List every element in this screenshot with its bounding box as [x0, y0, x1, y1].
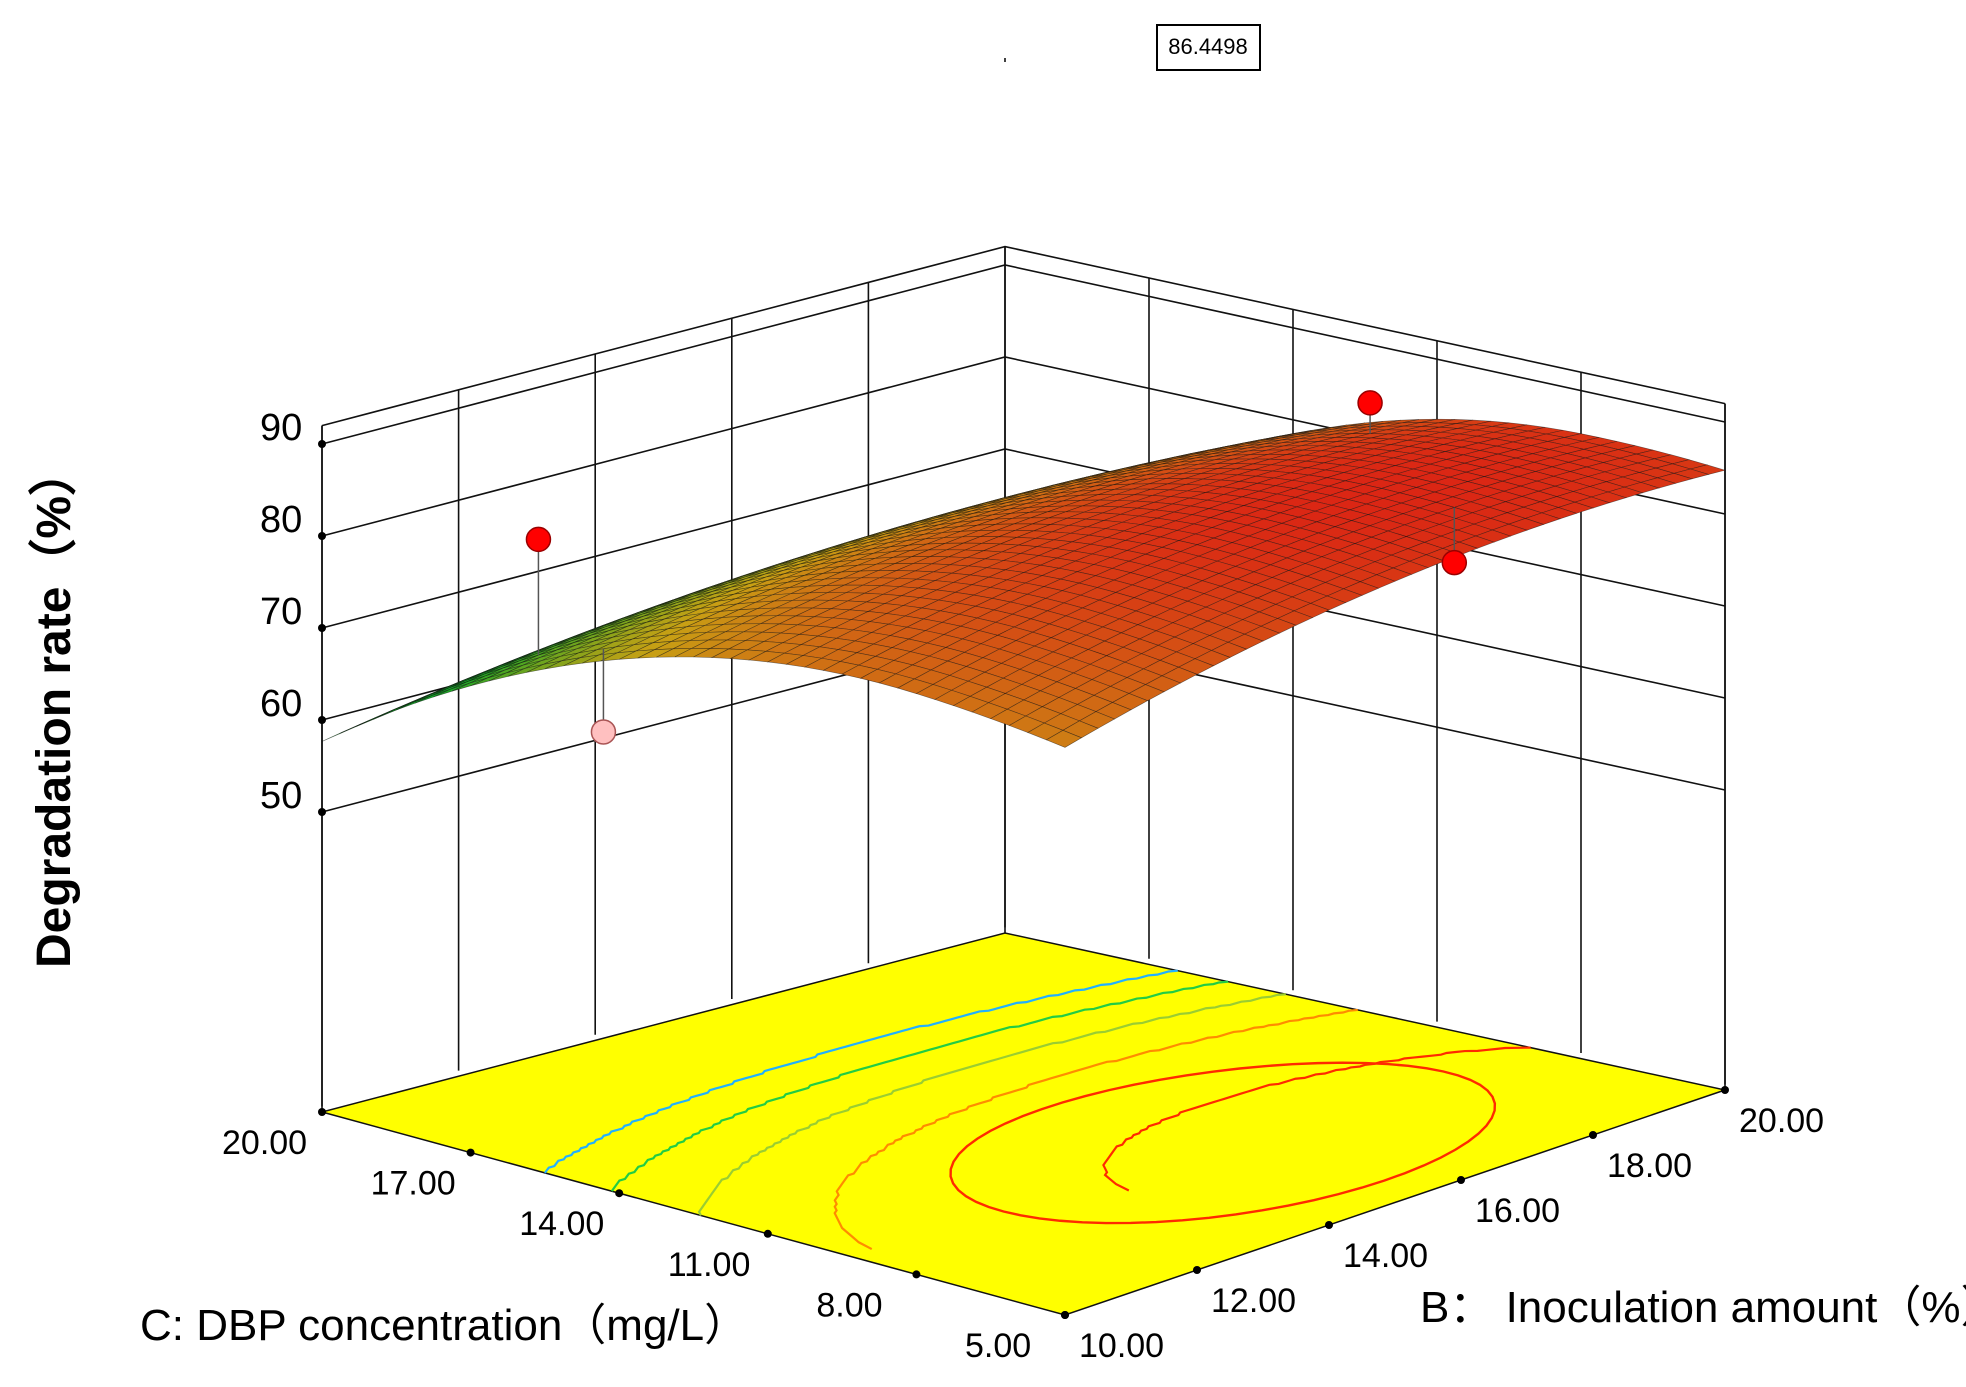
z-tick-dot: [318, 808, 326, 816]
b-tick-dot: [1061, 1311, 1069, 1319]
contour-floor: [319, 932, 1728, 1316]
design-point: [525, 526, 552, 553]
b-tick-dot: [1193, 1266, 1201, 1274]
b-tick-label: 16.00: [1475, 1192, 1560, 1230]
c-tick-label: 20.00: [222, 1124, 307, 1162]
c-tick-label: 5.00: [965, 1327, 1031, 1365]
c-tick-dot: [615, 1189, 624, 1198]
c-tick-label: 14.00: [519, 1205, 604, 1243]
response-surface: [321, 418, 1727, 748]
contour-line: [833, 1008, 1358, 1251]
wall-top-edge: [321, 245, 1726, 427]
design-points: [525, 390, 1468, 745]
floor-plane: [319, 932, 1728, 1316]
c-tick-label: 8.00: [816, 1286, 882, 1324]
b-tick-label: 18.00: [1607, 1147, 1692, 1185]
z-tick-label: 60: [260, 683, 302, 725]
b-tick-label: 10.00: [1079, 1327, 1164, 1365]
design-point: [1441, 549, 1468, 576]
b-tick-label: 14.00: [1343, 1237, 1428, 1275]
design-point: [1357, 390, 1383, 416]
z-tick-dot: [318, 440, 326, 448]
contour-line: [544, 969, 1178, 1174]
surface-cell: [1045, 729, 1083, 748]
wall-gridline: [321, 264, 1726, 445]
b-tick-dot: [1325, 1221, 1333, 1229]
b-tick-label: 12.00: [1211, 1282, 1296, 1320]
b-tick-dot: [1589, 1131, 1597, 1139]
axis-ticks: 50 60 70 80 90 20.00 17.00 14.00 11.00 8.00 5.00 10…: [222, 407, 1824, 1365]
z-axis-title: Degradation rate（%）: [28, 448, 81, 968]
z-tick-dot: [318, 716, 326, 724]
b-tick-dot: [1721, 1086, 1729, 1094]
z-tick-label: 70: [260, 591, 302, 633]
c-tick-dot: [912, 1270, 921, 1279]
c-tick-dot: [318, 1108, 326, 1116]
c-tick-dot: [466, 1148, 475, 1157]
z-tick-dot: [318, 624, 326, 632]
b-axis-title: B： Inoculation amount（%）: [1420, 1283, 1966, 1332]
c-axis-title: C: DBP concentration（mg/L）: [140, 1301, 748, 1350]
contour-line: [610, 980, 1229, 1192]
max-value-callout: 86.4498: [1004, 24, 1261, 71]
c-tick-label: 11.00: [668, 1246, 751, 1284]
z-tick-label: 80: [260, 499, 302, 541]
design-point: [590, 719, 617, 745]
max-value-label: 86.4498: [1168, 34, 1248, 59]
c-tick-dot: [763, 1229, 772, 1238]
contour-peak: [949, 1061, 1497, 1225]
z-tick-label: 50: [260, 775, 302, 817]
z-tick-dot: [318, 532, 326, 540]
b-tick-dot: [1457, 1176, 1465, 1184]
c-tick-label: 17.00: [371, 1165, 456, 1203]
contour-line: [1102, 1046, 1531, 1192]
contour-line: [697, 993, 1286, 1217]
z-tick-label: 90: [260, 407, 302, 449]
b-tick-label: 20.00: [1739, 1102, 1824, 1140]
